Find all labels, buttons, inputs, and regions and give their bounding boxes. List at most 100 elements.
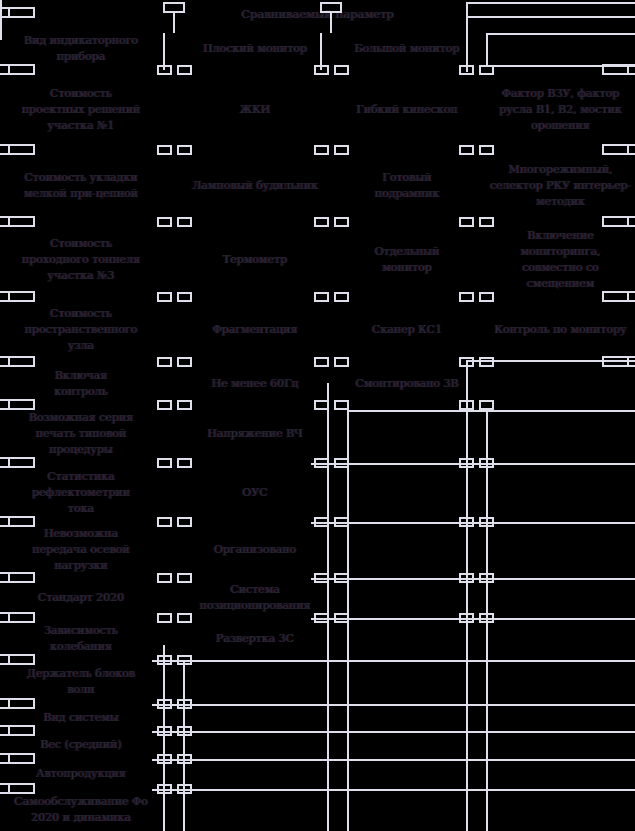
table-cell [186, 789, 324, 831]
grid-line-vertical [486, 33, 488, 65]
border-mark [177, 357, 192, 367]
grid-line-horizontal [152, 660, 635, 662]
border-mark [0, 216, 35, 227]
grid-line-vertical [8, 698, 10, 709]
grid-line-vertical [8, 144, 10, 155]
border-mark [459, 292, 474, 302]
table-cell: Вес (средний) [40, 738, 122, 751]
table-cell [350, 522, 464, 578]
table-cell [488, 731, 633, 759]
border-mark [334, 65, 349, 75]
border-mark [0, 783, 35, 794]
border-mark [177, 517, 192, 527]
table-cell: Организовано [213, 543, 297, 556]
table-cell: Стоимость проходного тоннеля участка №3 [21, 236, 141, 282]
grid-line-vertical [8, 753, 10, 764]
border-mark [0, 291, 35, 302]
grid-line-horizontal [486, 33, 635, 35]
table-cell: ОУС [242, 485, 268, 499]
grid-line-horizontal [311, 463, 635, 465]
table-cell [488, 463, 633, 522]
grid-line-vertical [8, 725, 10, 736]
table-cell [186, 759, 324, 789]
grid-line-vertical [173, 13, 175, 33]
table-cell: Вид индикаторного прибора [24, 34, 138, 63]
table-cell [350, 405, 464, 463]
table-cell [488, 789, 633, 831]
grid-line-vertical [627, 216, 629, 227]
grid-line-vertical [627, 144, 629, 155]
grid-line-vertical [8, 572, 10, 583]
border-mark [157, 517, 172, 527]
border-mark [0, 7, 35, 18]
table-cell [350, 660, 464, 704]
grid-line-horizontal [152, 789, 635, 791]
table-cell: Напряжение ВЧ [207, 427, 303, 440]
grid-line-horizontal [466, 2, 635, 4]
border-mark [0, 725, 35, 736]
grid-line-vertical [347, 412, 349, 831]
border-mark [0, 654, 35, 665]
table-cell: Включение мониторинга, совместно со смещ… [520, 228, 601, 290]
border-mark [0, 144, 35, 155]
border-mark [0, 64, 35, 75]
table-cell: Готовый подрамник [374, 171, 440, 200]
table-cell: Стоимость укладки мелкой при-цепной [23, 171, 138, 200]
table-cell [350, 704, 464, 731]
border-mark [177, 65, 192, 75]
border-mark [314, 65, 329, 75]
table-cell [350, 578, 464, 618]
table-cell: Держатель блоков волн [26, 667, 136, 696]
table-cell [488, 759, 633, 789]
table-cell: Фрагментация [212, 322, 298, 336]
border-mark [0, 753, 35, 764]
table-cell [488, 578, 633, 618]
table-cell [186, 731, 324, 759]
grid-line-horizontal [152, 759, 635, 761]
grid-line-vertical [8, 516, 10, 527]
border-mark [0, 356, 35, 367]
grid-line-vertical [330, 13, 332, 33]
table-cell [350, 789, 464, 831]
border-mark [157, 292, 172, 302]
border-mark [602, 291, 635, 302]
border-mark [157, 400, 172, 410]
grid-line-vertical [8, 612, 10, 623]
grid-line-vertical [8, 291, 10, 302]
table-cell [350, 759, 464, 789]
table-cell: Стоимость проектных решений участка №1 [21, 87, 141, 132]
table-cell [488, 618, 633, 660]
table-cell: Большой монитор [354, 42, 460, 55]
table-cell: Стандарт 2020 [37, 591, 125, 604]
grid-line-horizontal [311, 578, 635, 580]
border-mark [157, 145, 172, 155]
grid-line-horizontal [311, 522, 635, 524]
grid-line-horizontal [152, 731, 635, 733]
border-mark [459, 145, 474, 155]
border-mark [157, 613, 172, 623]
table-cell [488, 660, 633, 704]
grid-line-vertical [8, 654, 10, 665]
grid-line-vertical [8, 457, 10, 468]
border-mark [163, 2, 185, 13]
grid-line-horizontal [311, 618, 635, 620]
border-mark [157, 573, 172, 583]
grid-line-vertical [486, 412, 488, 831]
table-cell: Смонтировано 3В [355, 376, 459, 390]
table-cell: Многорежимный, селектор РКУ интерьер- ме… [489, 163, 632, 208]
table-cell: Включая контроль [54, 368, 108, 398]
border-mark [177, 400, 192, 410]
grid-line-vertical [8, 356, 10, 367]
table-cell [186, 660, 324, 704]
table-cell [488, 362, 633, 405]
border-mark [314, 292, 329, 302]
border-mark [479, 292, 494, 302]
border-mark [157, 458, 172, 468]
grid-line-vertical [163, 33, 165, 70]
table-cell: Отдельный монитор [374, 244, 440, 274]
table-cell [350, 463, 464, 522]
table-cell: Вид системы [43, 710, 119, 724]
grid-line-vertical [0, 0, 2, 40]
border-mark [602, 144, 635, 155]
